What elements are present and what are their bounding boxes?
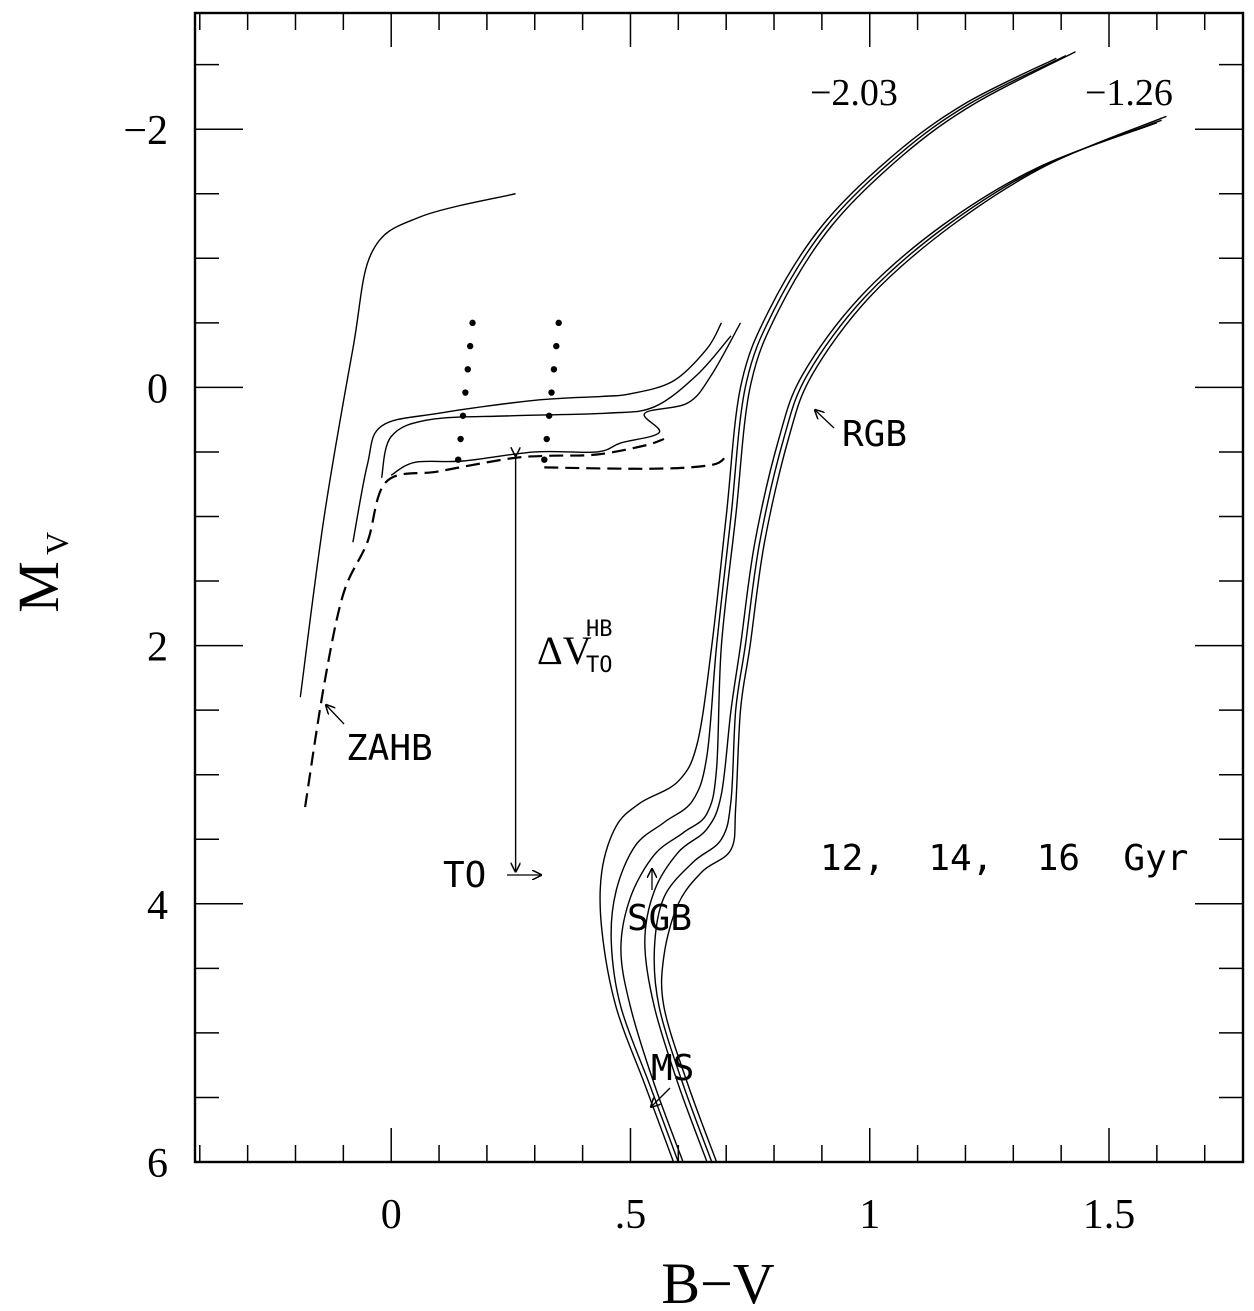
- zahb-pointer-arrow: [326, 705, 345, 725]
- hb-track-line: [299, 193, 516, 698]
- rr-lyrae-dot: [469, 319, 476, 327]
- rgb-pointer-arrow: [815, 410, 835, 429]
- sgb-label: SGB: [627, 898, 692, 939]
- isochrone-line: [660, 115, 1167, 1163]
- hb-track-line: [352, 322, 723, 543]
- x-tick-label: 1.5: [1083, 1192, 1136, 1238]
- isochrone-line: [620, 51, 1076, 1163]
- rr-lyrae-dot: [548, 389, 555, 396]
- axis-ticks: [195, 13, 1243, 1163]
- axis-tick-labels: 0 .5 1 1.5 −2 0 2 4 6: [123, 108, 1135, 1238]
- rr-lyrae-dot: [462, 389, 469, 396]
- to-label: TO: [443, 855, 486, 896]
- y-axis-title-main: M: [6, 561, 71, 613]
- rr-lyrae-dot: [459, 412, 467, 419]
- x-axis-title: B−V: [661, 1251, 774, 1311]
- y-tick-label: 2: [147, 625, 168, 671]
- y-axis-title: M V: [6, 532, 75, 613]
- rr-lyrae-dot: [464, 366, 471, 373]
- zahb-dashed-line: [544, 454, 727, 470]
- delta-v-superscript: HB: [586, 617, 613, 642]
- y-tick-label: −2: [123, 108, 168, 154]
- rr-lyrae-dot: [457, 435, 464, 443]
- ages-label: 12, 14, 16 Gyr: [820, 838, 1188, 879]
- y-tick-label: 6: [147, 1141, 168, 1187]
- rr-lyrae-dot: [466, 342, 474, 350]
- rr-lyrae-dot: [541, 456, 548, 463]
- isochrone-line: [599, 57, 1057, 1163]
- isochrone-line: [610, 54, 1067, 1163]
- rr-lyrae-dot: [454, 456, 462, 463]
- rr-lyrae-dot: [550, 366, 558, 373]
- rr-lyrae-dots: [454, 319, 562, 463]
- ms-label: MS: [651, 1048, 694, 1089]
- delta-v-subscript: TO: [586, 653, 613, 678]
- rgb-label: RGB: [842, 414, 907, 455]
- x-tick-label: 1: [859, 1192, 880, 1238]
- plot-frame: [193, 11, 1245, 1164]
- zahb-dashed-line: [304, 437, 665, 808]
- isochrone-line: [644, 122, 1158, 1163]
- rr-lyrae-dot: [543, 435, 550, 443]
- x-tick-label: .5: [615, 1192, 647, 1238]
- zahb-label: ZAHB: [346, 728, 433, 769]
- metallicity-label-metal-poor: −2.03: [810, 72, 898, 114]
- isochrone-curves: [299, 51, 1167, 1163]
- ms-pointer-arrow: [651, 1087, 671, 1107]
- y-tick-label: 0: [147, 366, 168, 412]
- metallicity-label-metal-rich: −1.26: [1085, 72, 1173, 114]
- y-tick-label: 4: [147, 883, 168, 929]
- hb-track-line: [390, 322, 742, 476]
- delta-v-label: ΔV: [537, 628, 592, 673]
- rr-lyrae-dot: [553, 342, 560, 350]
- y-axis-title-subscript: V: [39, 532, 75, 555]
- isochrone-line: [653, 119, 1162, 1163]
- x-tick-label: 0: [381, 1192, 402, 1238]
- rr-lyrae-dot: [555, 319, 562, 327]
- rr-lyrae-dot: [545, 412, 553, 419]
